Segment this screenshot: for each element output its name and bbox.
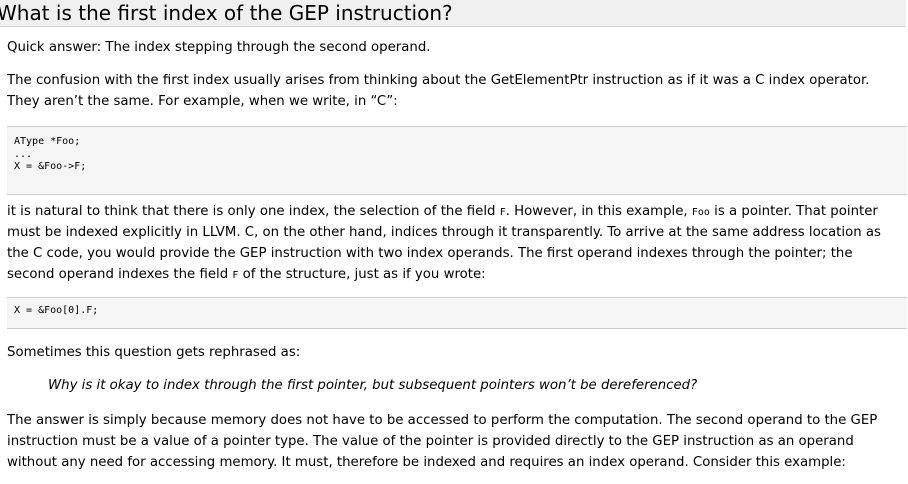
- code-line: X = &Foo->F;: [14, 161, 87, 172]
- paragraph-line: must be indexed explicitly in LLVM. C, o…: [7, 225, 881, 240]
- text-run: second operand indexes the field: [7, 267, 233, 282]
- code-line: ...: [14, 148, 33, 160]
- code-block-index-example: X = &Foo[0].F;: [7, 297, 907, 329]
- question-quote: Why is it okay to index through the firs…: [48, 378, 698, 393]
- text-run: is a pointer. That pointer: [709, 204, 878, 219]
- inline-code: F: [499, 207, 506, 218]
- code-line: AType *Foo;: [14, 136, 81, 147]
- code-block-c-example: AType *Foo; ... X = &Foo->F;: [7, 126, 907, 195]
- code-line: X = &Foo[0].F;: [14, 305, 99, 316]
- rephrase-paragraph: Sometimes this question gets rephrased a…: [7, 345, 301, 360]
- confusion-paragraph: The confusion with the first index usual…: [7, 71, 908, 113]
- paragraph-line: The confusion with the first index usual…: [7, 73, 870, 88]
- section-heading: What is the first index of the GEP instr…: [0, 1, 453, 25]
- section-heading-bar: What is the first index of the GEP instr…: [0, 0, 906, 27]
- paragraph-line: instruction must be a value of a pointer…: [7, 434, 854, 449]
- inline-code: F: [232, 270, 239, 281]
- paragraph-line: the C code, you would provide the GEP in…: [7, 246, 853, 261]
- quick-answer-paragraph: Quick answer: The index stepping through…: [7, 40, 431, 55]
- paragraph-line: it is natural to think that there is onl…: [7, 202, 908, 223]
- answer-paragraph: The answer is simply because memory does…: [7, 411, 908, 474]
- text-run: it is natural to think that there is onl…: [7, 204, 500, 219]
- text-run: of the structure, just as if you wrote:: [238, 267, 486, 282]
- explanation-paragraph: it is natural to think that there is onl…: [7, 202, 908, 286]
- text-run: . However, in this example,: [505, 204, 692, 219]
- inline-code: Foo: [691, 207, 710, 218]
- paragraph-line: They aren’t the same. For example, when …: [7, 94, 398, 109]
- paragraph-line: The answer is simply because memory does…: [7, 413, 878, 428]
- paragraph-line: second operand indexes the field F of th…: [7, 265, 908, 286]
- paragraph-line: without any need for accessing memory. I…: [7, 455, 846, 470]
